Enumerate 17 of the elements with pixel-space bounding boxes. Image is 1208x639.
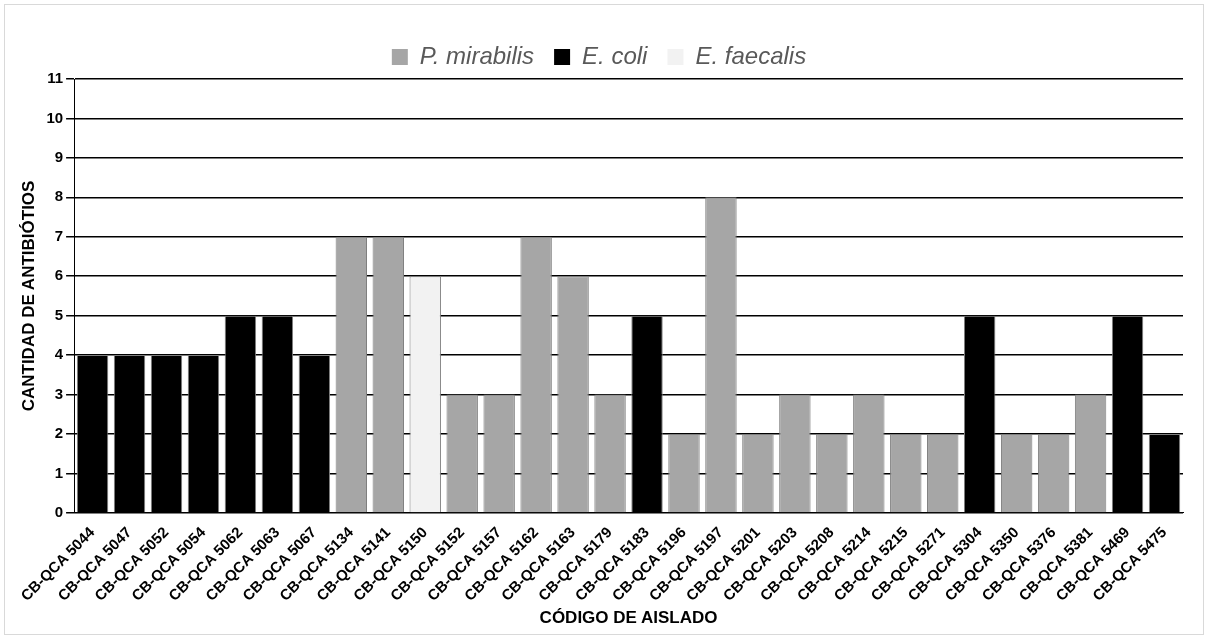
y-tick-label: 2 (54, 424, 64, 442)
y-tick-label: 10 (46, 108, 64, 126)
y-tick-label: 3 (54, 384, 64, 402)
y-tick-label: 5 (54, 305, 64, 323)
y-tick-label: 6 (54, 266, 64, 284)
x-axis-title: CÓDIGO DE AISLADO (539, 608, 718, 628)
y-tick-label: 7 (54, 226, 64, 244)
y-tick-label: 4 (54, 345, 64, 363)
y-axis-title: CANTIDAD DE ANTIBIÓTIOS (18, 180, 38, 412)
y-tick-label: 1 (54, 463, 64, 481)
legend-label: E. coli (582, 41, 649, 69)
y-tick-label: 9 (54, 148, 64, 166)
legend-label: P. mirabilis (419, 41, 535, 69)
y-tick-label: 8 (54, 187, 64, 205)
legend-label: E. faecalis (695, 41, 807, 69)
y-tick-label: 11 (47, 69, 64, 87)
y-tick-label: 0 (54, 503, 64, 521)
